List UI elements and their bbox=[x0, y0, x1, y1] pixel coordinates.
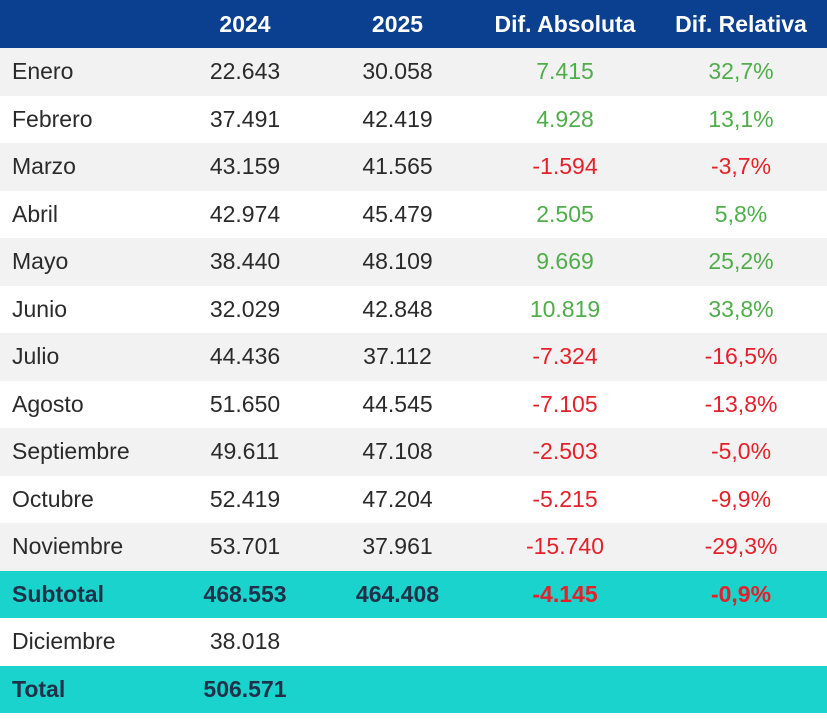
table-row: Total 506.571 bbox=[0, 665, 827, 713]
cell: 468.553 bbox=[170, 570, 320, 618]
cell bbox=[320, 665, 475, 713]
row-label: Agosto bbox=[12, 390, 84, 417]
row-label: Total bbox=[0, 665, 170, 713]
cell: -13,8% bbox=[704, 390, 778, 417]
cell: 2.505 bbox=[536, 200, 594, 227]
cell: 5,8% bbox=[714, 200, 768, 227]
row-label: Enero bbox=[0, 48, 170, 96]
table-row: Abril 42.974 45.479 2.505 5,8% bbox=[0, 191, 827, 239]
table-row: Subtotal 468.553 464.408 -4.145 -0,9% bbox=[0, 570, 827, 618]
cell: -9,9% bbox=[710, 485, 772, 512]
cell: 47.108 bbox=[320, 428, 475, 476]
cell: 41.565 bbox=[320, 143, 475, 191]
table-row: Febrero 37.491 42.419 4.928 13,1% bbox=[0, 96, 827, 144]
cell: 506.571 bbox=[170, 665, 320, 713]
row-label: Junio bbox=[12, 295, 67, 322]
cell: 4.928 bbox=[536, 105, 594, 132]
cell: 32.029 bbox=[209, 295, 281, 322]
table-row: Diciembre 38.018 bbox=[0, 618, 827, 666]
cell: 9.669 bbox=[475, 238, 655, 286]
cell: -7.324 bbox=[475, 333, 655, 381]
header-cell: Dif. Relativa bbox=[655, 0, 827, 48]
cell: 13,1% bbox=[708, 105, 774, 132]
cell: 51.650 bbox=[209, 390, 281, 417]
cell: 38.018 bbox=[209, 628, 281, 655]
cell: 10.819 bbox=[529, 295, 601, 322]
cell bbox=[475, 618, 655, 666]
table-row: Noviembre 53.701 37.961 -15.740 -29,3% bbox=[0, 523, 827, 571]
cell: -0,9% bbox=[655, 570, 827, 618]
cell: 37.112 bbox=[320, 333, 475, 381]
row-label: Julio bbox=[0, 333, 170, 381]
row-label: Diciembre bbox=[12, 628, 116, 655]
cell: 42.848 bbox=[362, 295, 433, 322]
cell: 47.204 bbox=[362, 485, 433, 512]
table-row: Mayo 38.440 48.109 9.669 25,2% bbox=[0, 238, 827, 286]
row-label: Septiembre bbox=[0, 428, 170, 476]
cell bbox=[655, 618, 827, 666]
cell: -2.503 bbox=[475, 428, 655, 476]
cell: -16,5% bbox=[655, 333, 827, 381]
table-row: Marzo 43.159 41.565 -1.594 -3,7% bbox=[0, 143, 827, 191]
cell bbox=[655, 665, 827, 713]
cell: -4.145 bbox=[475, 570, 655, 618]
row-label: Marzo bbox=[0, 143, 170, 191]
cell bbox=[320, 618, 475, 666]
cell: 44.545 bbox=[362, 390, 433, 417]
cell: 52.419 bbox=[209, 485, 281, 512]
row-label: Abril bbox=[12, 200, 59, 227]
header-cell: Dif. Absoluta bbox=[475, 0, 655, 48]
cell: -29,3% bbox=[655, 523, 827, 571]
row-label: Mayo bbox=[0, 238, 170, 286]
cell: 45.479 bbox=[362, 200, 433, 227]
cell: 44.436 bbox=[170, 333, 320, 381]
row-label: Subtotal bbox=[0, 570, 170, 618]
row-label: Octubre bbox=[12, 485, 94, 512]
cell: 33,8% bbox=[708, 295, 774, 322]
cell: 49.611 bbox=[170, 428, 320, 476]
cell: 30.058 bbox=[320, 48, 475, 96]
cell: 48.109 bbox=[320, 238, 475, 286]
cell: -5,0% bbox=[655, 428, 827, 476]
table-body: Enero 22.643 30.058 7.415 32,7% Febrero 37.491… bbox=[0, 48, 827, 713]
cell: -5.215 bbox=[532, 485, 598, 512]
table-row: Agosto 51.650 44.545 -7.105 -13,8% bbox=[0, 381, 827, 429]
table-row: Octubre 52.419 47.204 -5.215 -9,9% bbox=[0, 476, 827, 524]
cell: 42.974 bbox=[209, 200, 281, 227]
cell: 25,2% bbox=[655, 238, 827, 286]
header-cell: 2024 bbox=[170, 0, 320, 48]
row-label: Noviembre bbox=[0, 523, 170, 571]
cell: 43.159 bbox=[170, 143, 320, 191]
cell: 42.419 bbox=[362, 105, 433, 132]
cell: 38.440 bbox=[170, 238, 320, 286]
cell: 53.701 bbox=[170, 523, 320, 571]
cell bbox=[475, 665, 655, 713]
table-row: Julio 44.436 37.112 -7.324 -16,5% bbox=[0, 333, 827, 381]
cell: -3,7% bbox=[655, 143, 827, 191]
cell: -15.740 bbox=[475, 523, 655, 571]
cell: 7.415 bbox=[475, 48, 655, 96]
table-row: Septiembre 49.611 47.108 -2.503 -5,0% bbox=[0, 428, 827, 476]
table-row: Junio 32.029 42.848 10.819 33,8% bbox=[0, 286, 827, 334]
cell: -7.105 bbox=[532, 390, 598, 417]
cell: 464.408 bbox=[320, 570, 475, 618]
table-row: Enero 22.643 30.058 7.415 32,7% bbox=[0, 48, 827, 96]
row-label: Febrero bbox=[12, 105, 93, 132]
cell: 37.491 bbox=[209, 105, 281, 132]
header-cell bbox=[0, 0, 170, 48]
cell: -1.594 bbox=[475, 143, 655, 191]
cell: 22.643 bbox=[170, 48, 320, 96]
cell: 37.961 bbox=[320, 523, 475, 571]
cell: 32,7% bbox=[655, 48, 827, 96]
header-cell: 2025 bbox=[320, 0, 475, 48]
header-row: 2024 2025 Dif. Absoluta Dif. Relativa bbox=[0, 0, 827, 48]
